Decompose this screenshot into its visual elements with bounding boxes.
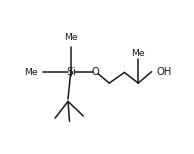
- Text: OH: OH: [156, 67, 171, 77]
- Text: Me: Me: [131, 49, 144, 58]
- Text: Me: Me: [64, 33, 78, 42]
- Text: O: O: [92, 67, 99, 77]
- Text: Si: Si: [66, 67, 76, 77]
- Text: Me: Me: [24, 68, 38, 77]
